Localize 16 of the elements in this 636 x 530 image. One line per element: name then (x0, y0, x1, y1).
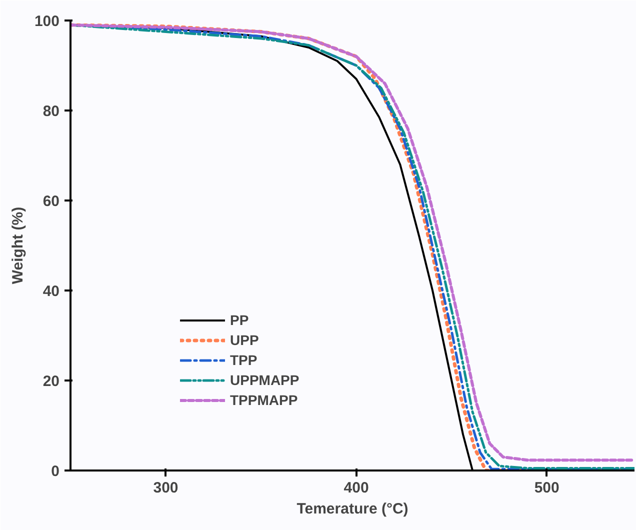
y-tick-label: 100 (34, 13, 60, 30)
x-tick-label: 400 (344, 480, 369, 496)
x-tick-label: 500 (534, 480, 560, 496)
y-tick-label: 0 (51, 463, 60, 480)
legend-label: UPP (230, 332, 259, 348)
y-tick-label: 80 (42, 103, 60, 120)
legend-label: PP (230, 312, 250, 328)
y-tick-label: 40 (42, 283, 60, 300)
legend-label: TPPMAPP (230, 392, 298, 408)
x-tick-label: 300 (153, 480, 178, 496)
legend-label: TPP (230, 352, 258, 368)
y-axis-title: Weight (%) (9, 206, 26, 284)
y-tick-label: 60 (42, 193, 60, 210)
y-tick-label: 20 (42, 373, 60, 390)
x-axis-title: Temerature (°C) (296, 500, 408, 518)
legend-label: UPPMAPP (230, 372, 300, 388)
